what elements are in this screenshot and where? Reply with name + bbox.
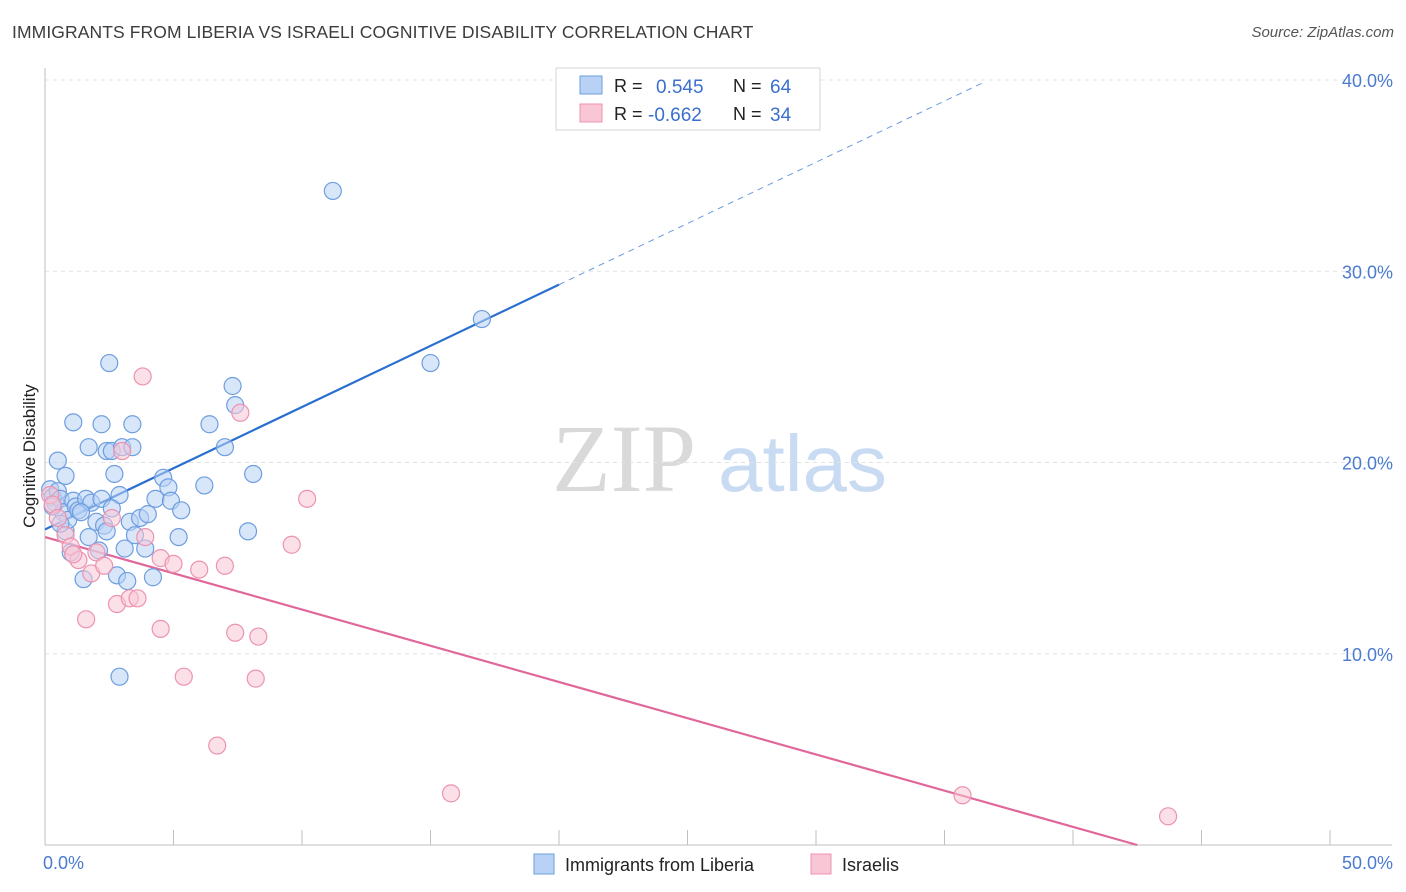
y-axis-label: Cognitive Disability <box>20 384 39 528</box>
point-israelis <box>953 786 972 805</box>
legend-swatch-liberia[interactable] <box>533 853 555 875</box>
data-points <box>41 181 1178 826</box>
point-liberia <box>143 568 163 587</box>
stats-swatch-blue <box>579 75 603 95</box>
point-israelis <box>128 589 147 608</box>
point-israelis <box>215 556 234 575</box>
point-liberia <box>92 415 111 434</box>
point-liberia <box>172 501 191 520</box>
point-liberia <box>138 505 157 524</box>
point-liberia <box>100 353 119 373</box>
point-liberia <box>421 353 440 373</box>
point-israelis <box>151 619 170 638</box>
point-israelis <box>133 367 152 386</box>
point-liberia <box>169 527 188 547</box>
point-liberia <box>323 181 342 201</box>
point-israelis <box>174 667 193 686</box>
stats-n-value-2: 34 <box>770 105 792 126</box>
point-liberia <box>56 466 75 485</box>
point-israelis <box>249 627 268 646</box>
point-israelis <box>164 554 183 573</box>
y-tick-label: 20.0% <box>1342 454 1393 474</box>
point-israelis <box>102 508 121 528</box>
chart-title: IMMIGRANTS FROM LIBERIA VS ISRAELI COGNI… <box>12 22 754 42</box>
point-israelis <box>282 535 301 554</box>
point-liberia <box>105 464 124 484</box>
source-note: Source: ZipAtlas.com <box>1251 24 1394 41</box>
point-liberia <box>195 476 214 495</box>
point-liberia <box>238 522 258 541</box>
grid-lines <box>45 79 1392 655</box>
point-liberia <box>472 309 491 329</box>
legend-swatch-israelis[interactable] <box>810 853 832 875</box>
point-israelis <box>441 784 461 803</box>
point-israelis <box>77 610 96 629</box>
tick-labels: 10.0% 20.0% 30.0% 40.0% 0.0% 50.0% <box>43 71 1393 873</box>
x-tick-label-min: 0.0% <box>43 853 84 873</box>
stats-r-label-2: R = <box>614 104 643 124</box>
y-tick-label: 30.0% <box>1342 262 1393 282</box>
stats-box: R = 0.545 N = 64 R = -0.662 N = 34 <box>555 67 821 131</box>
point-israelis <box>231 403 250 422</box>
point-israelis <box>246 669 265 688</box>
point-israelis <box>136 527 155 547</box>
legend-label-israelis[interactable]: Israelis <box>842 855 899 875</box>
trend-line-liberia-extension <box>558 82 984 286</box>
axes <box>44 68 1392 846</box>
point-liberia <box>118 571 137 591</box>
point-liberia <box>48 451 67 470</box>
point-liberia <box>71 503 91 522</box>
point-israelis <box>112 441 132 461</box>
point-israelis <box>1158 807 1178 826</box>
point-liberia <box>110 667 129 686</box>
point-israelis <box>48 508 67 528</box>
stats-r-value-2: -0.662 <box>648 105 702 126</box>
stats-n-value-1: 64 <box>770 77 792 98</box>
stats-swatch-pink <box>579 103 603 123</box>
stats-n-label-2: N = <box>733 104 762 124</box>
x-tick-label-max: 50.0% <box>1342 853 1393 873</box>
point-liberia <box>215 438 234 457</box>
trend-line-liberia <box>44 283 560 531</box>
point-israelis <box>64 545 83 564</box>
point-liberia <box>115 539 134 558</box>
point-israelis <box>298 489 317 508</box>
trend-line-israelis <box>44 536 1138 847</box>
stats-r-value-1: 0.545 <box>656 77 704 98</box>
point-liberia <box>200 415 219 434</box>
point-liberia <box>123 415 142 434</box>
point-liberia <box>79 527 98 547</box>
watermark-zip: ZIP <box>552 405 696 512</box>
legend: Immigrants from Liberia Israelis <box>533 853 899 875</box>
watermark-atlas: atlas <box>718 419 887 508</box>
point-liberia <box>64 413 83 432</box>
stats-n-label-1: N = <box>733 76 762 96</box>
point-israelis <box>226 623 245 642</box>
point-liberia <box>223 376 242 396</box>
point-israelis <box>208 736 227 755</box>
point-israelis <box>87 543 106 562</box>
stats-r-label-1: R = <box>614 76 643 96</box>
point-liberia <box>244 464 263 484</box>
y-tick-label: 10.0% <box>1342 645 1393 665</box>
point-israelis <box>190 560 209 579</box>
y-tick-label: 40.0% <box>1342 71 1393 91</box>
point-israelis <box>95 556 114 575</box>
point-liberia <box>79 438 98 457</box>
point-liberia <box>110 485 129 505</box>
legend-label-liberia[interactable]: Immigrants from Liberia <box>565 855 755 875</box>
